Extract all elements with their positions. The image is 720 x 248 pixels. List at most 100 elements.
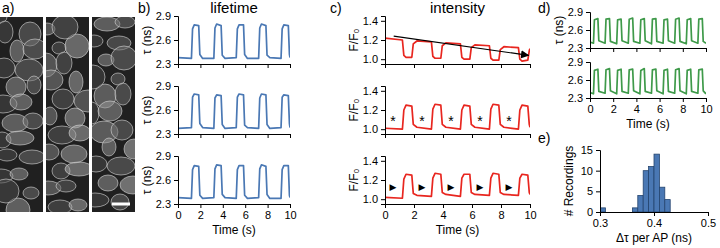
trend-arrow	[394, 36, 529, 55]
y-axis-label: τ (ns)	[140, 26, 154, 55]
cell	[0, 21, 13, 43]
tick-label: 8	[680, 103, 686, 115]
tick: 2.3	[156, 58, 178, 70]
cell	[56, 52, 72, 74]
cell	[6, 131, 34, 145]
line	[178, 165, 290, 199]
axis-line	[381, 157, 386, 205]
tick: 1.0	[363, 123, 385, 135]
tick-label: 1.2	[363, 104, 378, 116]
tick: 1.4	[363, 155, 385, 167]
tick-label: 10	[524, 209, 536, 221]
tick-mark	[223, 134, 224, 138]
tick-label: 1.4	[363, 155, 378, 167]
panel-label: d)	[538, 0, 550, 16]
cell	[92, 65, 105, 89]
cell	[46, 107, 57, 125]
cell	[69, 125, 89, 141]
tick-mark	[472, 64, 473, 68]
tick: 4	[220, 204, 226, 221]
axis-line	[591, 99, 707, 103]
annotation: *	[448, 113, 454, 129]
y-axis: 2.32.62.9	[568, 6, 591, 54]
tick	[290, 64, 291, 68]
tick-mark	[174, 40, 178, 41]
line	[385, 104, 530, 129]
y-axis: 1.01.21.4	[363, 15, 386, 65]
tick-label: 8	[265, 209, 271, 221]
tick-label: 0.4	[647, 217, 662, 229]
tick-label: 2	[411, 209, 417, 221]
tick	[443, 134, 444, 138]
tick: 0.3	[593, 212, 608, 229]
bar	[616, 212, 621, 213]
tick-mark	[613, 48, 614, 52]
tick-label: 2.9	[156, 10, 171, 22]
tick-mark	[443, 204, 444, 208]
axis-line	[386, 135, 531, 139]
tick-label: 1.0	[363, 123, 378, 135]
tick: 4	[634, 98, 640, 115]
tick-mark	[660, 48, 661, 52]
panel-label: c)	[330, 0, 342, 16]
tick	[414, 64, 415, 68]
cell	[23, 113, 43, 129]
panel-label: b)	[138, 0, 150, 16]
annotation: ▶	[448, 182, 455, 192]
y-axis-label: τ (ns)	[552, 16, 566, 45]
tick-mark	[613, 98, 614, 102]
cell	[10, 168, 28, 180]
tick: 2.6	[156, 34, 178, 46]
tick: 0	[382, 204, 388, 221]
axis-line	[386, 205, 531, 209]
cell	[102, 138, 116, 156]
cell	[98, 101, 122, 121]
annotation: ▶	[477, 182, 484, 192]
tick-label: 0	[175, 209, 181, 221]
micrograph	[35, 15, 102, 214]
y-axis: 2.32.62.9	[156, 150, 179, 210]
bar	[654, 154, 659, 212]
tick-label: 2.6	[156, 104, 171, 116]
tick: 5	[587, 185, 600, 197]
tick	[200, 134, 201, 138]
cell	[69, 199, 87, 211]
tick: 1.2	[363, 34, 385, 46]
tick-mark	[596, 171, 600, 172]
x-axis: 0246810	[382, 204, 536, 221]
tick-label: 4	[220, 209, 226, 221]
axis-line	[586, 63, 591, 99]
tick	[290, 134, 291, 138]
tick-mark	[660, 98, 661, 102]
tick-mark	[706, 48, 707, 52]
annotation: *	[390, 113, 396, 129]
tick	[414, 134, 415, 138]
plot-area	[178, 24, 290, 58]
x-axis-label: Time (s)	[212, 223, 256, 237]
bar	[649, 167, 654, 212]
axis-line	[591, 49, 707, 53]
tick	[200, 64, 201, 68]
tick-mark	[706, 98, 707, 102]
y-axis-label: # Recordings	[562, 146, 576, 217]
tick-mark	[443, 134, 444, 138]
cell	[23, 187, 39, 199]
tick: 8	[265, 204, 271, 221]
cell	[111, 194, 129, 210]
tick-mark	[381, 180, 385, 181]
cell	[0, 179, 19, 203]
tick	[501, 64, 502, 68]
tick: 2	[198, 204, 204, 221]
panel-chart: 1.01.21.4intensityF/F₀	[347, 0, 531, 68]
line	[178, 24, 290, 58]
tick: 2.9	[568, 6, 590, 18]
tick-label: 4	[634, 103, 640, 115]
tick-label: 2.3	[156, 128, 171, 140]
cell	[61, 145, 87, 163]
x-axis: 0246810	[175, 204, 296, 221]
cell	[0, 149, 17, 161]
panel-chart: 2.32.62.9τ (ns)	[140, 80, 291, 140]
tick: 2.9	[156, 150, 178, 162]
tick: 10	[581, 165, 600, 177]
tick: 2.9	[156, 10, 178, 22]
